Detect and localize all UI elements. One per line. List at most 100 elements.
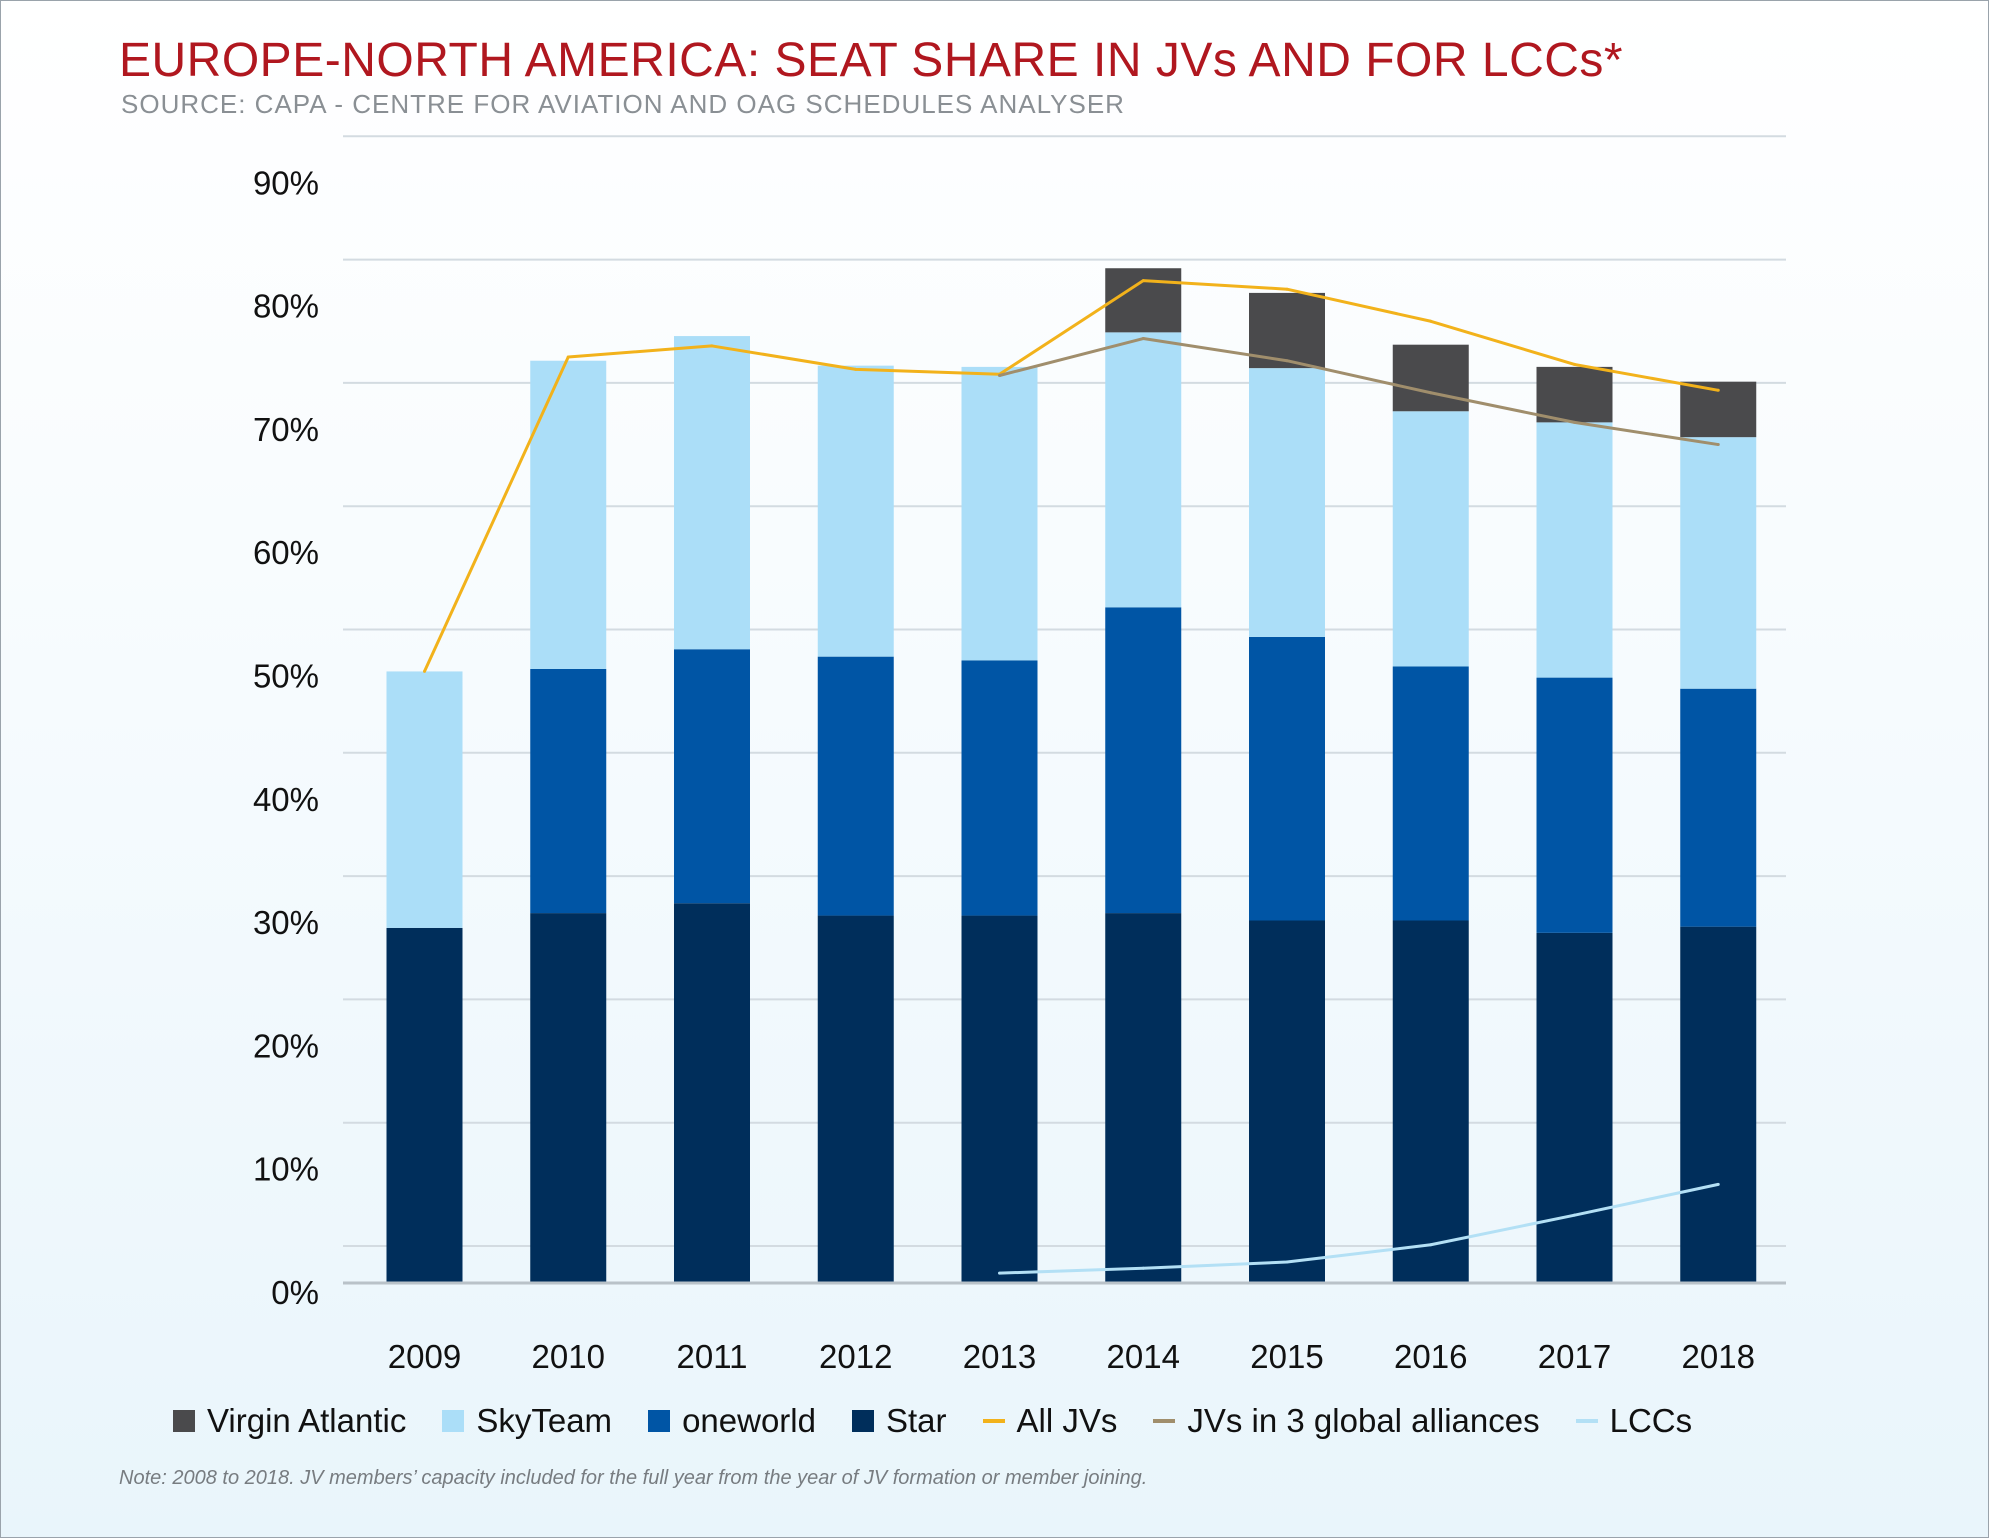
bar-oneworld-2015 — [1249, 636, 1325, 921]
line-point — [1429, 319, 1433, 323]
line-point — [1141, 337, 1145, 341]
legend-item: JVs in 3 global alliances — [1153, 1402, 1540, 1440]
y-tick-label: 30% — [253, 904, 319, 941]
x-tick-label: 2017 — [1538, 1338, 1611, 1375]
legend-label: Virgin Atlantic — [207, 1402, 407, 1439]
legend-item: Star — [851, 1402, 947, 1440]
bar-star-2015 — [1249, 920, 1325, 1283]
x-tick-label: 2010 — [532, 1338, 605, 1375]
bar-skyteam-2014 — [1105, 332, 1182, 608]
line-jvs-in-3-global-alliances — [999, 337, 1719, 447]
x-tick-label: 2011 — [677, 1338, 748, 1375]
legend-swatch — [851, 1410, 874, 1432]
bar-oneworld-2017 — [1536, 677, 1613, 933]
bar-star-2011 — [674, 903, 750, 1283]
x-tick-label: 2014 — [1107, 1338, 1180, 1375]
bar-oneworld-2010 — [530, 668, 607, 914]
bar-oneworld-2013 — [961, 660, 1038, 916]
legend-swatch — [648, 1410, 671, 1432]
bar-skyteam-2018 — [1680, 437, 1757, 689]
legend-label: All JVs — [1016, 1402, 1118, 1439]
bar-skyteam-2011 — [674, 336, 750, 650]
bar-virgin-atlantic-2014 — [1105, 268, 1182, 333]
y-tick-label: 10% — [253, 1151, 319, 1188]
y-tick-label: 0% — [271, 1274, 319, 1311]
x-tick-label: 2015 — [1250, 1338, 1323, 1375]
y-tick-label: 80% — [253, 288, 319, 325]
bar-skyteam-2015 — [1249, 368, 1325, 637]
chart-subtitle: SOURCE: CAPA - CENTRE FOR AVIATION AND O… — [121, 89, 1125, 119]
legend-swatch — [1575, 1419, 1598, 1423]
x-tick-label: 2009 — [388, 1338, 461, 1375]
bar-skyteam-2009 — [386, 671, 463, 928]
line-point — [1716, 443, 1720, 447]
chart-title: EUROPE-NORTH AMERICA: SEAT SHARE IN JVs … — [119, 34, 1624, 87]
bar-oneworld-2018 — [1680, 688, 1757, 927]
chart-note: Note: 2008 to 2018. JV members’ capacity… — [119, 1467, 1148, 1489]
bar-oneworld-2012 — [817, 656, 894, 916]
line-point — [1716, 388, 1720, 392]
bar-star-2016 — [1392, 920, 1469, 1283]
line-point — [1285, 359, 1289, 363]
legend-label: JVs in 3 global alliances — [1187, 1402, 1540, 1439]
bar-star-2017 — [1536, 932, 1613, 1283]
line-point — [710, 344, 714, 348]
legend-label: SkyTeam — [476, 1402, 613, 1439]
line-point — [423, 669, 426, 673]
legend-item: LCCs — [1575, 1402, 1693, 1440]
x-tick-label: 2016 — [1394, 1338, 1467, 1375]
legend-swatch — [173, 1410, 195, 1432]
bar-star-2018 — [1680, 926, 1757, 1283]
bar-oneworld-2016 — [1392, 666, 1469, 921]
x-tick-label: 2012 — [819, 1338, 892, 1375]
legend-label: Star — [885, 1402, 947, 1439]
x-axis-ticks: 2009 2010 2011 2012 2013 2014 2015 2016 2017 2018 — [388, 1338, 1755, 1375]
y-tick-label: 60% — [253, 534, 319, 571]
line-point — [1285, 287, 1289, 291]
bar-star-2012 — [817, 915, 894, 1283]
y-tick-label: 70% — [253, 411, 319, 448]
bar-oneworld-2011 — [674, 649, 750, 904]
bar-star-2010 — [530, 913, 607, 1283]
chart-legend: Virgin Atlantic SkyTeam oneworld Star All JV… — [173, 1399, 1728, 1443]
legend-item: oneworld — [648, 1402, 816, 1440]
line-point — [1429, 391, 1433, 395]
y-axis-ticks: 0% 10% 20% 30% 40% 50% 60% 70% 80% 90% — [253, 164, 319, 1311]
y-tick-label: 40% — [253, 781, 319, 818]
line-point — [854, 367, 858, 371]
line-point — [1573, 420, 1576, 424]
line-point — [1716, 1182, 1720, 1186]
line-point — [1429, 1243, 1433, 1247]
line-point — [1141, 1266, 1145, 1270]
line-point — [998, 1271, 1001, 1275]
line-point — [1141, 279, 1145, 283]
bar-star-2014 — [1105, 913, 1182, 1283]
bar-oneworld-2014 — [1105, 607, 1182, 914]
y-tick-label: 50% — [253, 658, 319, 695]
legend-item: All JVs — [982, 1402, 1118, 1440]
bar-skyteam-2013 — [961, 366, 1038, 661]
x-tick-label: 2018 — [1682, 1338, 1755, 1375]
y-tick-label: 20% — [253, 1027, 319, 1064]
line-point — [1573, 1213, 1576, 1217]
legend-item: Virgin Atlantic — [173, 1402, 406, 1440]
y-tick-label: 90% — [253, 164, 319, 201]
bar-virgin-atlantic-2017 — [1536, 366, 1613, 423]
x-tick-label: 2013 — [963, 1338, 1036, 1375]
legend-label: oneworld — [682, 1402, 816, 1439]
legend-swatch — [982, 1419, 1005, 1423]
bar-skyteam-2016 — [1392, 411, 1469, 667]
legend-swatch — [442, 1410, 465, 1432]
bar-skyteam-2010 — [530, 360, 607, 669]
bar-skyteam-2017 — [1536, 422, 1613, 678]
legend-swatch — [1153, 1419, 1176, 1423]
line-lccs — [999, 1182, 1719, 1275]
line-point — [998, 374, 1001, 378]
line-point — [1285, 1260, 1289, 1264]
line-all-jvs — [423, 279, 1719, 673]
bar-virgin-atlantic-2016 — [1392, 344, 1469, 412]
legend-label: LCCs — [1609, 1402, 1693, 1439]
bar-star-2013 — [961, 915, 1038, 1283]
bar-star-2009 — [386, 927, 463, 1283]
